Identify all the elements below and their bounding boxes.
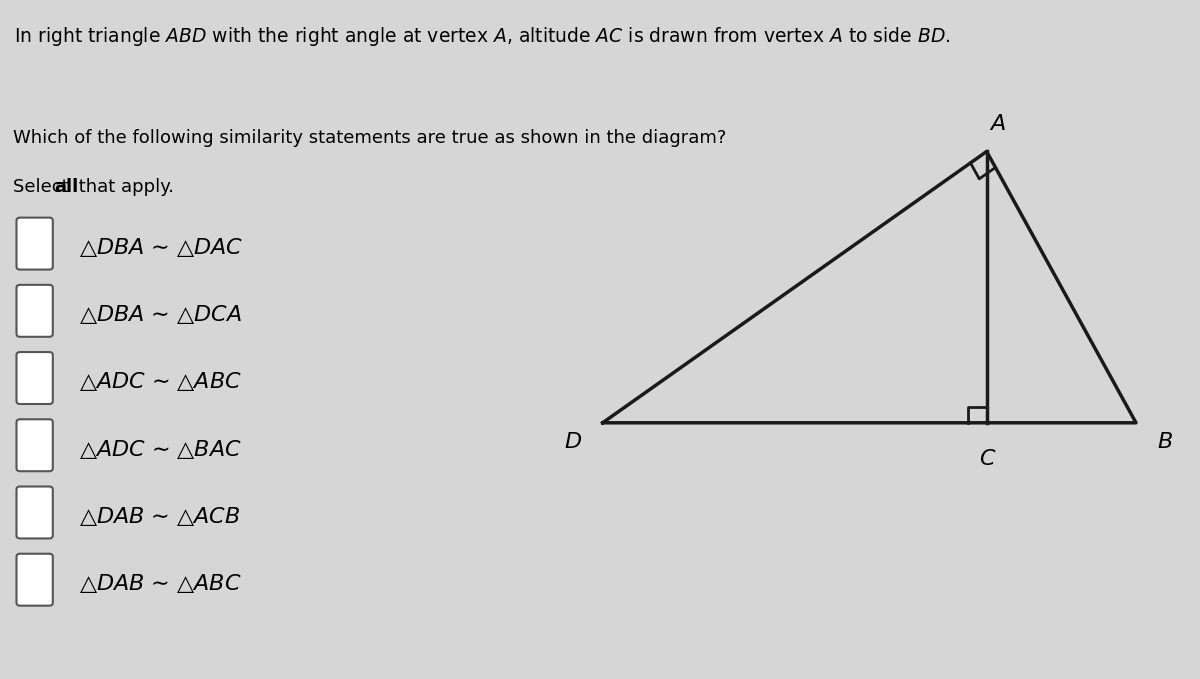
Text: △$ADC$ ∼ △$ABC$: △$ADC$ ∼ △$ABC$	[79, 371, 242, 393]
FancyBboxPatch shape	[17, 419, 53, 471]
FancyBboxPatch shape	[17, 218, 53, 270]
Text: △$DBA$ ∼ △$DCA$: △$DBA$ ∼ △$DCA$	[79, 303, 242, 326]
Text: Which of the following similarity statements are true as shown in the diagram?: Which of the following similarity statem…	[13, 129, 726, 147]
Text: D: D	[564, 432, 581, 452]
Text: A: A	[990, 114, 1004, 134]
Text: In right triangle $ABD$ with the right angle at vertex $A$, altitude $AC$ is dra: In right triangle $ABD$ with the right a…	[14, 25, 950, 48]
FancyBboxPatch shape	[17, 352, 53, 404]
FancyBboxPatch shape	[17, 486, 53, 538]
Text: that apply.: that apply.	[72, 178, 174, 196]
FancyBboxPatch shape	[17, 554, 53, 606]
Text: △$DAB$ ∼ △$ACB$: △$DAB$ ∼ △$ACB$	[79, 505, 240, 528]
Text: Select: Select	[13, 178, 74, 196]
Text: △$DBA$ ∼ △$DAC$: △$DBA$ ∼ △$DAC$	[79, 236, 244, 259]
Text: △$DAB$ ∼ △$ABC$: △$DAB$ ∼ △$ABC$	[79, 572, 241, 595]
Text: all: all	[54, 178, 78, 196]
Text: B: B	[1157, 432, 1172, 452]
Text: C: C	[979, 449, 995, 469]
Text: △$ADC$ ∼ △$BAC$: △$ADC$ ∼ △$BAC$	[79, 437, 242, 460]
FancyBboxPatch shape	[17, 285, 53, 337]
